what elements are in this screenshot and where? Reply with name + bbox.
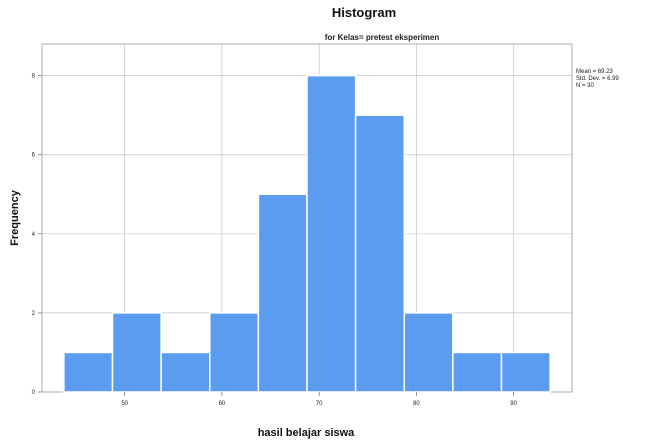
x-tick-label: 60 [219,401,226,407]
histogram-bar [257,193,308,393]
chart-title: Histogram [332,5,396,20]
histogram-bar [63,351,114,393]
stats-box: Mean = 69.23 Std. Dev. = 6.99 N = 30 [576,69,619,89]
y-tick-label: 0 [32,390,36,396]
y-tick-label: 8 [32,74,36,80]
histogram-bar [452,351,503,393]
x-tick-label: 90 [510,401,517,407]
x-axis-label: hasil belajar siswa [258,427,355,439]
histogram-bar [306,74,357,393]
x-tick-label: 70 [316,401,323,407]
histogram-bar [354,114,405,393]
stats-std: Std. Dev. = 6.99 [576,76,619,82]
histogram-bar [500,351,551,393]
histogram-bar [209,312,260,393]
histogram-bar [403,312,454,393]
y-axis-label: Frequency [9,189,21,246]
x-tick-label: 50 [121,401,128,407]
histogram-bar [111,312,162,393]
histogram-bar [160,351,211,393]
y-ticks: 0 2 4 6 8 [32,74,42,396]
stats-mean: Mean = 69.23 [576,69,614,75]
y-tick-label: 6 [32,153,36,159]
y-tick-label: 2 [32,311,36,317]
y-tick-label: 4 [32,232,36,238]
stats-n: N = 30 [576,83,595,89]
x-ticks: 50 60 70 80 90 [121,392,518,407]
x-tick-label: 80 [413,401,420,407]
chart-subtitle: for Kelas= pretest eksperimen [325,33,440,42]
bars-group [63,74,551,393]
